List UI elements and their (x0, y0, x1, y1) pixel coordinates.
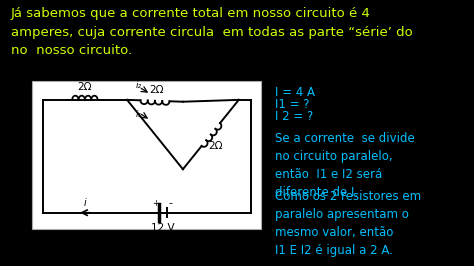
Text: Como os 2 resistores em
paralelo apresentam o
mesmo valor, então
I1 E I2 é igual: Como os 2 resistores em paralelo apresen… (275, 190, 421, 257)
Bar (32, 81, 262, 229)
Text: Se a corrente  se divide
no circuito paralelo,
então  I1 e I2 será
diferente de : Se a corrente se divide no circuito para… (275, 132, 415, 199)
Text: i₂: i₂ (136, 81, 142, 90)
Text: I = 4 A: I = 4 A (275, 86, 315, 99)
Text: 2Ω: 2Ω (150, 85, 164, 95)
Text: +: + (152, 199, 159, 208)
Text: 12 V: 12 V (151, 223, 175, 233)
Text: Já sabemos que a corrente total em nosso circuito é 4
amperes, cuja corrente cir: Já sabemos que a corrente total em nosso… (11, 7, 413, 57)
Text: I 2 = ?: I 2 = ? (275, 110, 313, 123)
Text: i: i (83, 198, 86, 209)
Text: 2Ω: 2Ω (78, 82, 92, 92)
Text: i₁: i₁ (136, 110, 142, 119)
Text: I1 = ?: I1 = ? (275, 98, 310, 111)
Text: 2Ω: 2Ω (208, 141, 223, 151)
Text: -: - (168, 198, 172, 209)
